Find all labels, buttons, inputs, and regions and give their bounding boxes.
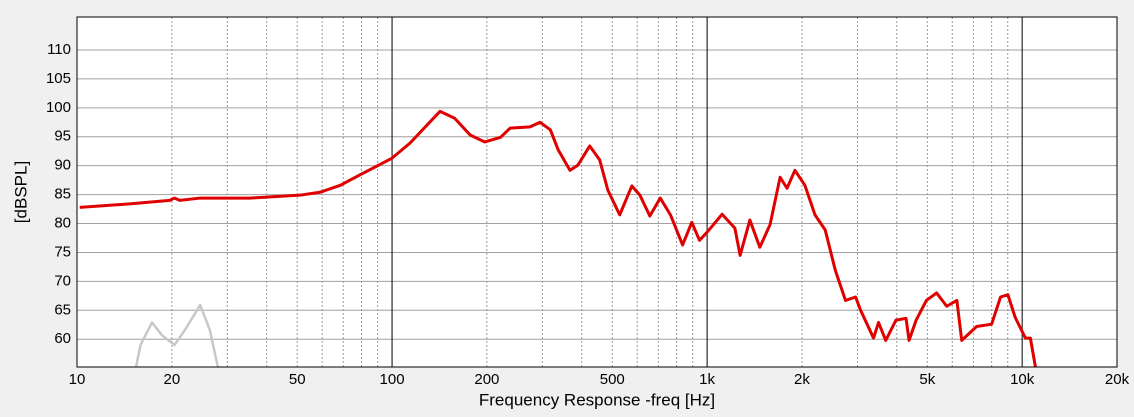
plot-area	[77, 17, 1117, 367]
lines	[79, 109, 1037, 367]
y-tick-label: 80	[54, 214, 71, 231]
x-tick-label: 10k	[1010, 371, 1035, 388]
series-line	[79, 109, 1037, 367]
x-axis-label: Frequency Response -freq [Hz]	[479, 390, 715, 409]
x-tick-label: 500	[600, 371, 625, 388]
x-tick-label: 20k	[1105, 371, 1130, 388]
y-tick-label: 70	[54, 272, 71, 289]
y-tick-label: 60	[54, 330, 71, 347]
y-tick-label: 75	[54, 243, 71, 260]
series-line	[134, 303, 220, 367]
y-tick-label: 65	[54, 301, 71, 318]
y-tick-label: 100	[46, 99, 71, 116]
y-tick-label: 110	[47, 41, 71, 58]
y-tick-label: 85	[54, 186, 71, 203]
y-tick-label: 90	[54, 157, 71, 174]
x-tick-label: 50	[289, 371, 306, 388]
x-tick-label: 5k	[919, 371, 935, 388]
labels: 60 65 70 75 80 85 90 95 100 105 110 10 20 50 100 200 500…	[46, 41, 1130, 388]
plot-frame	[76, 16, 1118, 368]
y-tick-label: 95	[54, 128, 71, 145]
x-tick-label: 100	[380, 371, 405, 388]
x-tick-label: 1k	[699, 371, 715, 388]
x-tick-label: 10	[69, 371, 86, 388]
x-tick-label: 20	[163, 371, 180, 388]
x-tick-label: 2k	[794, 371, 810, 388]
x-tick-label: 200	[474, 371, 499, 388]
y-tick-label: 105	[46, 70, 71, 87]
y-axis-label: [dBSPL]	[11, 161, 30, 223]
grid	[76, 17, 1118, 367]
